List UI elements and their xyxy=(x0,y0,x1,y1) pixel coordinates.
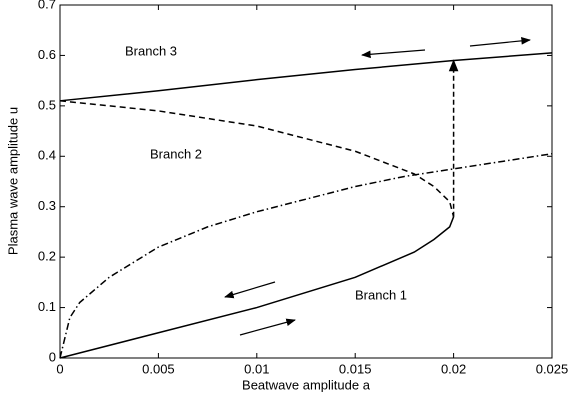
annotation: Branch 3 xyxy=(125,43,177,58)
x-axis-label: Beatwave amplitude a xyxy=(242,377,371,392)
y-tick-label: 0.1 xyxy=(38,299,56,314)
x-tick-label: 0.01 xyxy=(244,361,269,376)
y-tick-label: 0.3 xyxy=(38,198,56,213)
y-axis-label: Plasma wave amplitude u xyxy=(5,107,20,255)
annotation: Branch 2 xyxy=(150,146,202,161)
series-line xyxy=(59,216,455,359)
series-line xyxy=(59,100,455,217)
x-tick-label: 0 xyxy=(56,361,63,376)
arrow xyxy=(224,281,276,299)
x-tick-label: 0.02 xyxy=(441,361,466,376)
x-tick-label: 0.025 xyxy=(536,361,569,376)
y-tick-label: 0 xyxy=(49,349,56,364)
plot-frame xyxy=(59,4,553,359)
arrow xyxy=(361,49,426,59)
series-line xyxy=(59,153,553,359)
y-tick-label: 0.2 xyxy=(38,249,56,264)
arrow xyxy=(469,37,531,47)
y-tick-label: 0.4 xyxy=(38,148,56,163)
x-tick-label: 0.015 xyxy=(339,361,372,376)
arrow xyxy=(239,318,296,336)
annotation: Branch 1 xyxy=(355,287,407,302)
series-line xyxy=(59,52,553,102)
y-tick-label: 0.6 xyxy=(38,47,56,62)
y-tick-label: 0.7 xyxy=(38,0,56,11)
y-tick-label: 0.5 xyxy=(38,97,56,112)
x-tick-label: 0.005 xyxy=(142,361,175,376)
